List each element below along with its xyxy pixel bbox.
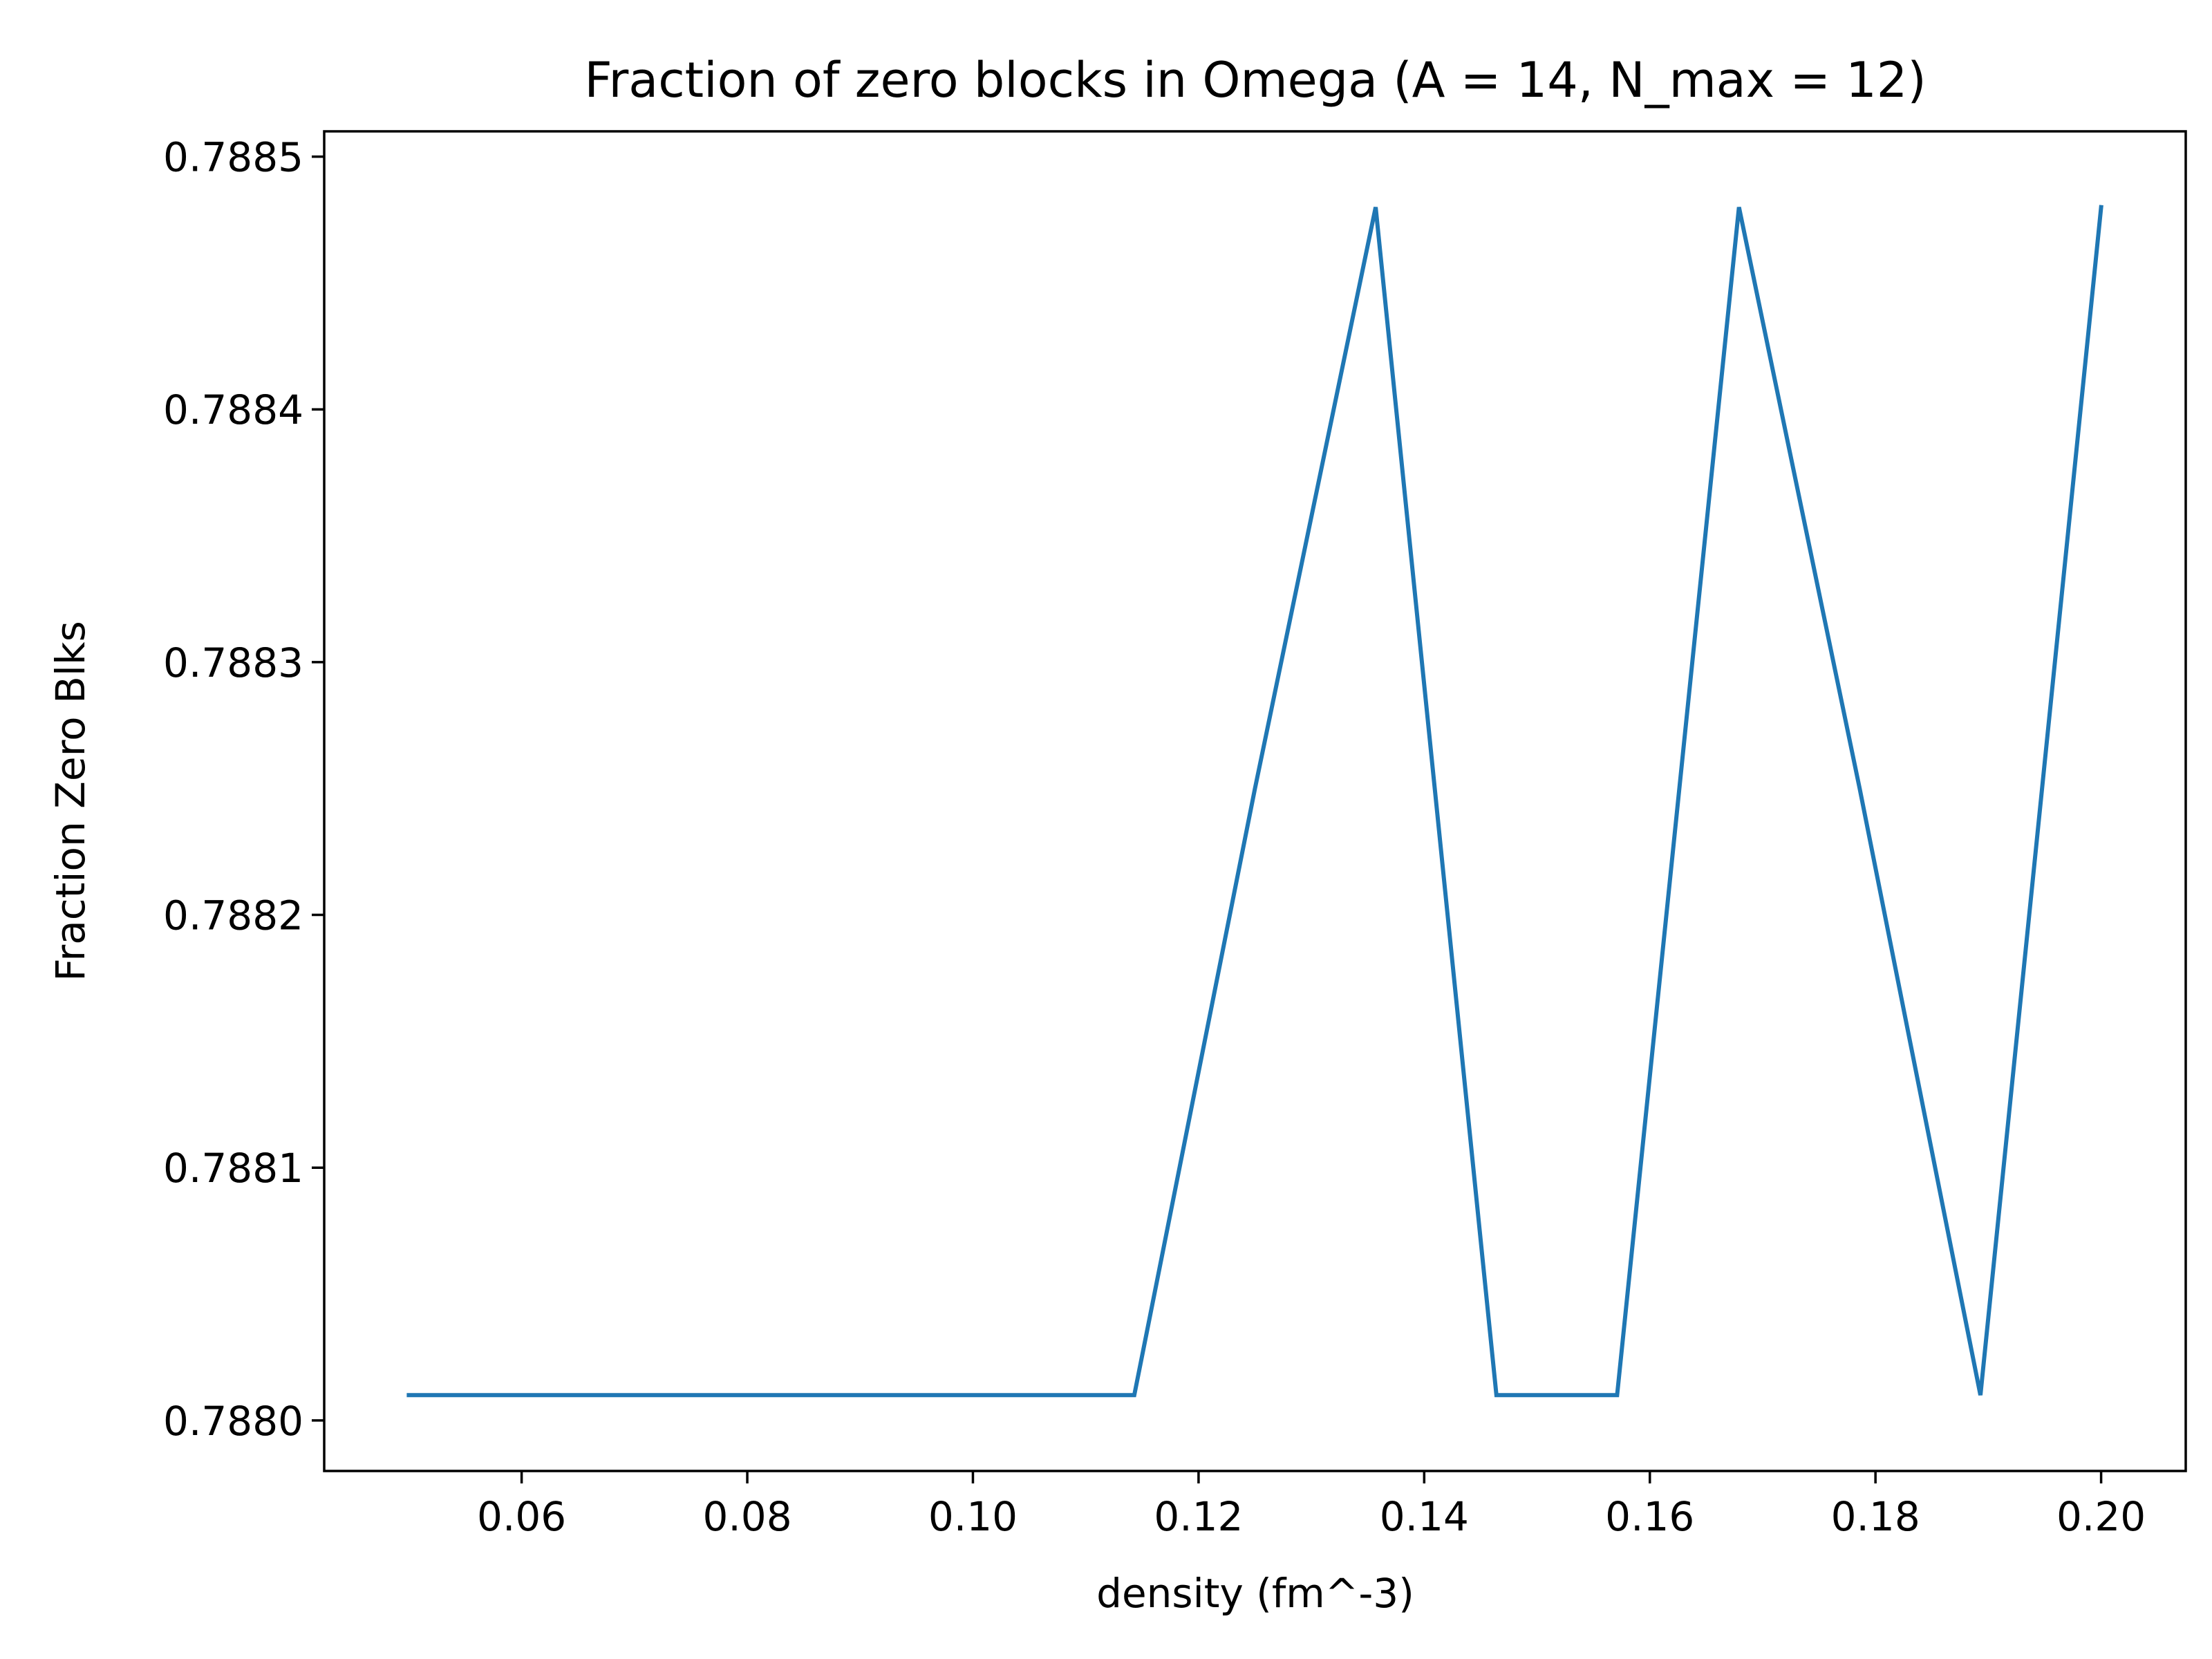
y-axis: 0.7880 0.7881 0.7882 0.7883 0.7884 0.7885 [163, 134, 324, 1445]
x-tick-label: 0.16 [1605, 1493, 1694, 1540]
y-tick-label: 0.7884 [163, 386, 303, 433]
chart-title: Fraction of zero blocks in Omega (A = 14… [584, 52, 1926, 109]
y-tick-label: 0.7885 [163, 134, 303, 181]
x-tick-label: 0.10 [928, 1493, 1018, 1540]
y-axis-title: Fraction Zero Blks [47, 621, 94, 982]
x-tick-label: 0.08 [702, 1493, 791, 1540]
x-axis: 0.06 0.08 0.10 0.12 0.14 0.16 0.18 0.20 [477, 1471, 2146, 1540]
x-tick-label: 0.14 [1380, 1493, 1469, 1540]
plot-area [406, 205, 2103, 1398]
y-tick-label: 0.7881 [163, 1145, 303, 1192]
y-tick-label: 0.7882 [163, 892, 303, 939]
y-tick-label: 0.7880 [163, 1398, 303, 1445]
x-tick-label: 0.06 [477, 1493, 566, 1540]
x-tick-label: 0.12 [1154, 1493, 1243, 1540]
series-line [406, 205, 2103, 1398]
x-tick-label: 0.20 [2056, 1493, 2146, 1540]
x-tick-label: 0.18 [1831, 1493, 1920, 1540]
y-tick-label: 0.7883 [163, 639, 303, 686]
x-axis-title: density (fm^-3) [1096, 1570, 1414, 1617]
axes-frame [323, 130, 2187, 1472]
